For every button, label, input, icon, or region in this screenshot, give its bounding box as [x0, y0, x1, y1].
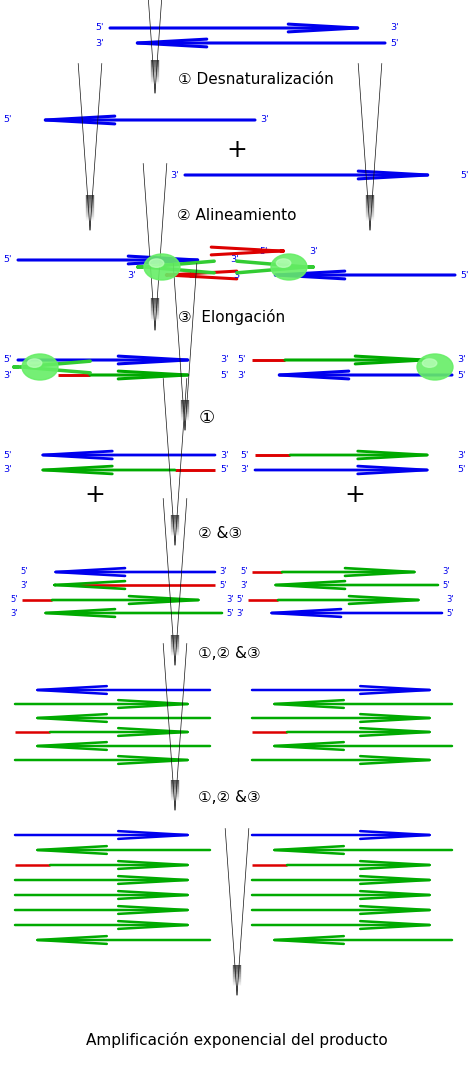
Text: 3': 3' [237, 371, 246, 379]
Text: 3': 3' [4, 371, 12, 379]
Text: 3': 3' [10, 609, 18, 617]
Text: 5': 5' [96, 23, 104, 32]
Text: 5': 5' [236, 596, 244, 604]
Text: 3': 3' [171, 171, 179, 179]
Text: 5': 5' [458, 466, 466, 474]
Text: ② &③: ② &③ [198, 526, 242, 540]
Text: 5': 5' [4, 115, 12, 125]
Text: 3': 3' [240, 581, 248, 589]
Text: 3': 3' [221, 355, 229, 365]
Text: 3': 3' [226, 596, 234, 604]
Text: 5': 5' [461, 171, 469, 179]
Text: 5': 5' [20, 567, 28, 577]
Ellipse shape [149, 259, 164, 268]
Ellipse shape [276, 259, 291, 268]
Text: 5': 5' [10, 596, 18, 604]
Text: 5': 5' [241, 451, 249, 459]
Text: 5': 5' [4, 355, 12, 365]
Text: 3': 3' [234, 271, 242, 279]
Text: 5': 5' [238, 355, 246, 365]
Text: 3': 3' [442, 567, 450, 577]
Text: 3': 3' [236, 609, 244, 617]
Text: ①,② &③: ①,② &③ [198, 646, 261, 661]
Text: +: + [227, 138, 247, 162]
Text: 5': 5' [219, 581, 227, 589]
Text: 3': 3' [4, 466, 12, 474]
Text: 3': 3' [458, 451, 466, 459]
Ellipse shape [271, 254, 307, 280]
Text: +: + [345, 483, 365, 507]
Text: 3': 3' [128, 271, 137, 279]
Text: 5': 5' [221, 466, 229, 474]
Text: 3': 3' [20, 581, 28, 589]
Text: 5': 5' [226, 609, 234, 617]
Text: 5': 5' [446, 609, 454, 617]
Text: 3': 3' [391, 23, 399, 32]
Text: 3': 3' [219, 567, 227, 577]
Text: +: + [84, 483, 105, 507]
Text: 3': 3' [231, 256, 239, 264]
Text: 5': 5' [260, 246, 268, 256]
Text: 3': 3' [96, 38, 104, 48]
Text: 3': 3' [446, 596, 454, 604]
Text: ①: ① [199, 409, 215, 427]
Text: 3': 3' [221, 451, 229, 459]
Text: ③  Elongación: ③ Elongación [178, 309, 285, 325]
Text: Amplificación exponencial del producto: Amplificación exponencial del producto [86, 1032, 388, 1048]
Text: 3': 3' [458, 355, 466, 365]
Text: 3': 3' [310, 246, 319, 256]
Text: ① Desnaturalización: ① Desnaturalización [178, 71, 334, 86]
Text: 5': 5' [221, 371, 229, 379]
Ellipse shape [27, 359, 42, 368]
Text: 5': 5' [461, 271, 469, 279]
Text: 5': 5' [4, 451, 12, 459]
Text: 3': 3' [261, 115, 269, 125]
Ellipse shape [417, 354, 453, 379]
Text: 5': 5' [4, 256, 12, 264]
Ellipse shape [22, 354, 58, 379]
Text: 5': 5' [391, 38, 399, 48]
Text: 5': 5' [240, 567, 248, 577]
Text: ② Alineamiento: ② Alineamiento [177, 208, 297, 223]
Text: 3': 3' [241, 466, 249, 474]
Text: 5': 5' [458, 371, 466, 379]
Ellipse shape [422, 359, 437, 368]
Text: 5': 5' [442, 581, 450, 589]
Text: ①,② &③: ①,② &③ [198, 791, 261, 806]
Ellipse shape [144, 254, 180, 280]
Text: 5': 5' [189, 271, 197, 279]
